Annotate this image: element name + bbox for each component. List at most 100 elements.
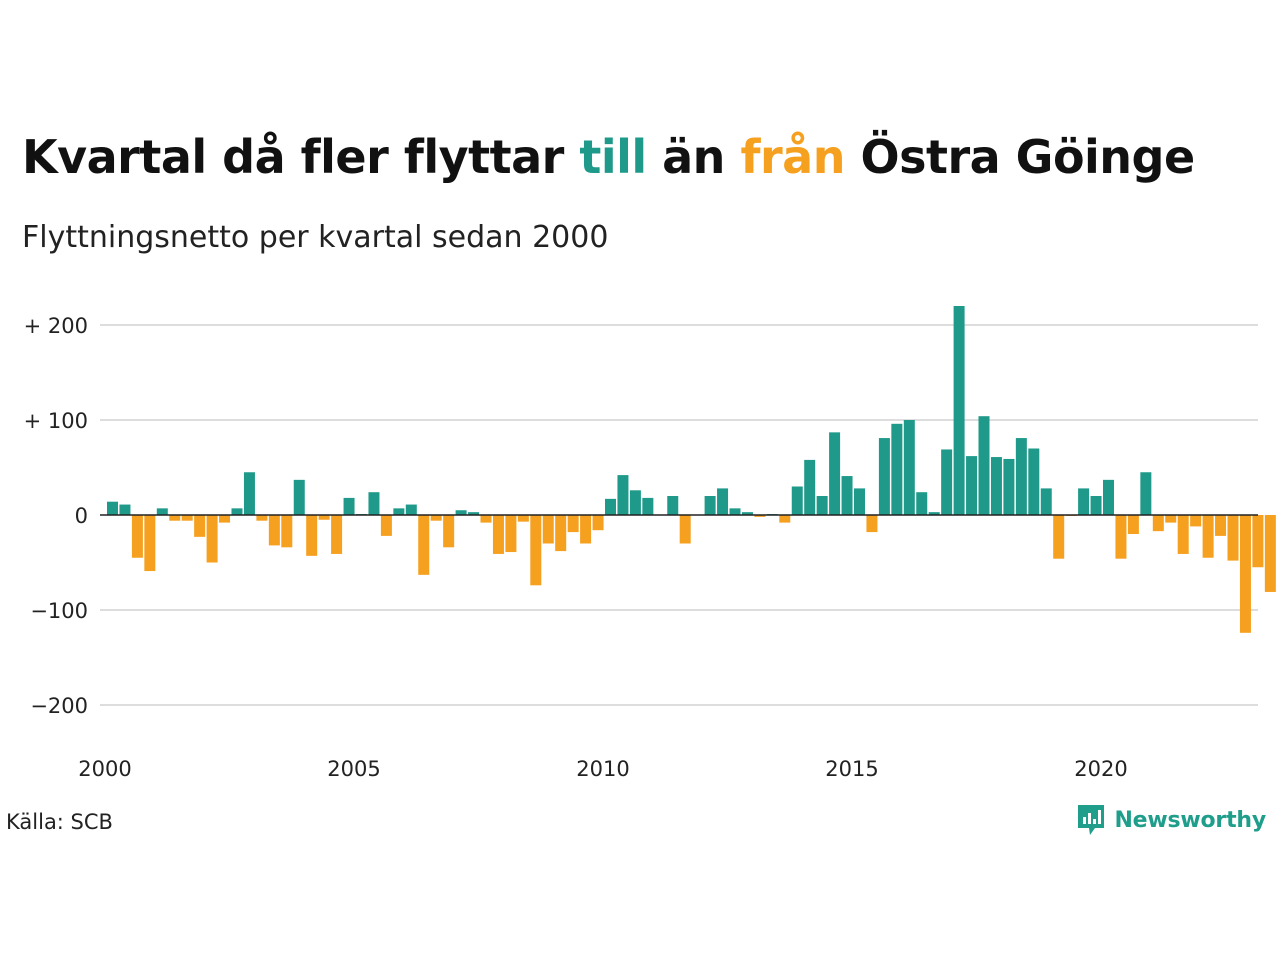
bar: [729, 508, 741, 515]
bar: [430, 515, 442, 521]
bar: [542, 515, 554, 544]
x-tick-label: 2010: [576, 757, 629, 781]
y-tick-label: −100: [30, 599, 88, 623]
title-highlight-in: till: [579, 130, 647, 184]
x-tick-label: 2000: [78, 757, 131, 781]
bar: [642, 497, 654, 515]
bar: [169, 515, 181, 521]
bar: [580, 515, 592, 544]
bar: [941, 449, 953, 515]
bar: [629, 490, 641, 515]
y-tick-label: + 200: [24, 314, 88, 338]
chart-title: Kvartal då fler flyttar till än från Öst…: [22, 130, 1195, 184]
bar: [903, 420, 915, 515]
bar: [667, 496, 679, 515]
bar: [455, 510, 467, 515]
bar: [829, 432, 841, 515]
bar: [953, 306, 965, 515]
bar: [306, 515, 318, 556]
title-part-1: Kvartal då fler flyttar: [22, 130, 580, 184]
bar: [517, 515, 529, 522]
title-part-3: Östra Göinge: [844, 130, 1195, 184]
bar: [928, 512, 940, 515]
bar: [741, 512, 753, 515]
bar: [592, 515, 604, 531]
axis-layer: + 200 + 100 0 −100 −200 2000 2005 2010 2015 2020: [24, 314, 1258, 781]
y-tick-label: + 100: [24, 409, 88, 433]
x-tick-label: 2015: [825, 757, 878, 781]
bar: [605, 498, 616, 515]
bar: [268, 515, 280, 546]
bar: [617, 475, 629, 515]
chart-subtitle: Flyttningsnetto per kvartal sedan 2000: [22, 220, 609, 255]
bar: [791, 486, 803, 515]
source-note: Källa: SCB: [6, 810, 113, 834]
bar: [1177, 515, 1189, 554]
bar: [181, 515, 193, 521]
bar: [443, 515, 455, 548]
bar: [1215, 515, 1227, 536]
bar: [119, 504, 131, 515]
bar: [505, 515, 517, 553]
bar: [393, 508, 405, 515]
bar-chart: + 200 + 100 0 −100 −200 2000 2005 2010 2015 2020: [24, 306, 1276, 781]
bar: [1003, 458, 1015, 515]
bar: [318, 515, 330, 520]
bar: [704, 496, 716, 515]
bar: [243, 472, 255, 515]
bar: [156, 508, 168, 515]
bar: [891, 423, 903, 515]
bar: [804, 459, 816, 515]
bar: [492, 515, 504, 554]
bar: [779, 515, 791, 523]
bar: [206, 515, 218, 563]
bar: [281, 515, 293, 548]
bar: [1190, 515, 1202, 527]
bar: [256, 515, 268, 521]
bar: [717, 488, 729, 515]
newsworthy-chart-bubble-icon: [1078, 805, 1105, 835]
bar: [1053, 515, 1065, 559]
y-tick-label: −200: [30, 694, 88, 718]
bar: [878, 438, 890, 515]
bar: [1152, 515, 1164, 532]
bar: [1227, 515, 1239, 561]
bar: [1103, 479, 1114, 515]
title-highlight-out: från: [740, 130, 845, 184]
bar: [144, 515, 156, 572]
bar-layer: [107, 306, 1276, 633]
bar: [343, 497, 355, 515]
bar: [1140, 472, 1152, 515]
title-part-2: än: [646, 130, 741, 184]
bar: [380, 515, 392, 536]
bar: [1239, 515, 1251, 633]
bar: [1202, 515, 1214, 558]
brand-logo: Newsworthy: [1076, 803, 1266, 837]
bar: [679, 515, 691, 544]
bar: [1252, 515, 1264, 568]
bar: [293, 479, 305, 515]
bar: [1264, 515, 1276, 592]
bar: [816, 496, 828, 515]
bar: [841, 476, 853, 515]
x-tick-label: 2005: [327, 757, 380, 781]
bar: [990, 457, 1002, 515]
bar: [1090, 496, 1102, 515]
bar: [754, 515, 766, 517]
bar: [916, 492, 928, 515]
bar: [468, 512, 480, 515]
bar: [219, 515, 231, 523]
bar: [231, 508, 243, 515]
bar: [567, 515, 579, 533]
bar: [866, 515, 878, 533]
bar: [530, 515, 542, 586]
bar: [1078, 488, 1090, 515]
bar: [966, 456, 978, 515]
bar: [331, 515, 343, 554]
bar: [1165, 515, 1177, 523]
bar: [368, 492, 380, 515]
bar: [854, 488, 865, 515]
grid-layer: [100, 324, 1258, 706]
brand-name: Newsworthy: [1114, 807, 1266, 833]
bar: [1040, 488, 1052, 515]
